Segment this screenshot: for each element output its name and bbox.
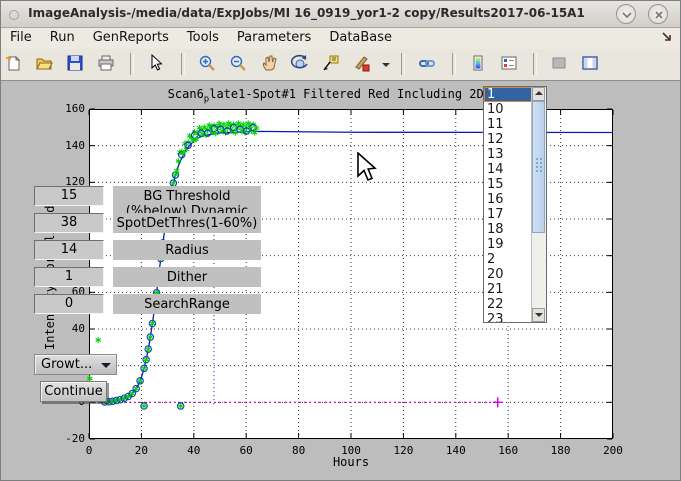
y-tick-label: 140 [65, 138, 85, 152]
x-tick-label: 80 [291, 444, 306, 457]
x-tick-label: 100 [341, 444, 361, 457]
x-tick-label: 200 [603, 444, 623, 457]
x-tick-label: 160 [498, 444, 519, 457]
pan-hand-icon[interactable] [258, 52, 282, 76]
brush-dropdown-caret[interactable] [381, 52, 391, 76]
y-tick-label: 40 [71, 322, 85, 335]
y-tick-label: -20 [65, 432, 85, 445]
chevron-down-icon [99, 358, 113, 372]
x-tick-label: 20 [134, 444, 149, 457]
window-menu-icon[interactable] [9, 10, 19, 20]
legend-icon[interactable] [498, 52, 522, 76]
print-icon[interactable] [95, 52, 119, 76]
listbox-scrollbar[interactable] [531, 87, 546, 322]
y-tick-label: 120 [65, 175, 85, 189]
toolbar-separator [180, 53, 185, 75]
dock-figure-icon[interactable] [661, 31, 674, 44]
edit-field-dither[interactable]: 1 [34, 267, 104, 287]
list-item-11[interactable]: 11 [487, 117, 504, 132]
field-label-bg-threshold: BG Threshold (%below) Dynamic [113, 186, 261, 213]
menu-item-parameters[interactable]: Parameters [236, 30, 312, 45]
plot-title: Scan6plate1-Spot#1 Filtered Red Includin… [167, 87, 535, 105]
chevron-down-icon [622, 12, 632, 19]
growth-mode-dropdown[interactable]: Growt... [34, 354, 117, 375]
menu-item-file[interactable]: File [10, 30, 32, 45]
title-bar[interactable]: ImageAnalysis-/media/data/ExpJobs/MI 16_… [1, 1, 680, 28]
colorbar-icon[interactable] [467, 52, 491, 76]
shade-button[interactable] [616, 4, 636, 24]
field-label-radius: Radius [113, 240, 261, 260]
window-title: ImageAnalysis-/media/data/ExpJobs/MI 16_… [28, 6, 585, 20]
rotate-3d-icon[interactable] [289, 52, 313, 76]
x-tick-label: 140 [445, 444, 466, 457]
pointer-icon[interactable] [145, 52, 169, 76]
list-item-13[interactable]: 13 [487, 147, 504, 162]
list-item-1[interactable]: 1 [484, 87, 532, 102]
new-document-icon[interactable] [2, 52, 26, 76]
list-item-10[interactable]: 10 [487, 102, 504, 117]
scroll-up-button[interactable] [532, 87, 545, 101]
x-tick-label: 0 [85, 444, 93, 457]
list-item-17[interactable]: 17 [487, 207, 504, 222]
menu-bar: File Run GenReports Tools Parameters DataBase [1, 28, 680, 49]
x-tick-label: 40 [187, 444, 201, 457]
zoom-out-icon[interactable] [227, 52, 251, 76]
open-folder-icon[interactable] [33, 52, 57, 76]
menu-item-tools[interactable]: Tools [186, 30, 219, 45]
list-item-22[interactable]: 22 [487, 297, 504, 312]
list-item-20[interactable]: 20 [487, 267, 504, 282]
field-label-searchrange: SearchRange [113, 294, 261, 314]
toolbar-separator [130, 53, 135, 75]
spot-number-listbox[interactable]: 1 10 11 12 13 14 15 16 17 18 19 2 20 21 22 23 [483, 86, 547, 323]
list-item-23[interactable]: 23 [487, 312, 504, 323]
zoom-in-icon[interactable] [196, 52, 220, 76]
toolbar-separator [401, 53, 406, 75]
x-tick-label: 60 [239, 444, 253, 457]
hide-plot-tools-icon[interactable] [548, 52, 572, 76]
close-button[interactable] [648, 4, 668, 24]
edit-field-radius[interactable]: 14 [34, 240, 104, 260]
list-item-2[interactable]: 2 [487, 252, 496, 267]
list-item-16[interactable]: 16 [487, 192, 504, 207]
link-plots-icon[interactable] [416, 52, 440, 76]
figure-toolbar [1, 49, 680, 81]
edit-field-searchrange[interactable]: 0 [34, 294, 104, 314]
menu-item-database[interactable]: DataBase [329, 30, 393, 45]
save-icon[interactable] [64, 52, 88, 76]
toolbar-separator [532, 53, 537, 75]
y-tick-label: 160 [65, 102, 85, 115]
field-label-spotdetthres-1-60-: SpotDetThres(1-60%) [113, 213, 261, 233]
edit-field-bg-threshold[interactable]: 15 [34, 186, 104, 206]
field-sublabel: (%below) Dynamic [125, 204, 249, 213]
close-icon [655, 11, 663, 19]
menu-item-run[interactable]: Run [49, 30, 75, 45]
edit-field-spotdetthres-1-60-[interactable]: 38 [34, 213, 104, 233]
continue-button[interactable]: Continue [40, 381, 107, 402]
menu-item-genreports[interactable]: GenReports [92, 30, 169, 45]
field-label-dither: Dither [113, 267, 261, 287]
list-item-19[interactable]: 19 [487, 237, 504, 252]
show-plot-tools-icon[interactable] [579, 52, 603, 76]
scrollbar-thumb[interactable] [532, 101, 545, 233]
toolbar-separator [451, 53, 456, 75]
list-item-14[interactable]: 14 [487, 162, 504, 177]
figure-canvas: Scan6plate1-Spot#1 Filtered Red Includin… [1, 80, 680, 480]
list-item-21[interactable]: 21 [487, 282, 504, 297]
x-tick-label: 180 [550, 444, 571, 457]
list-item-15[interactable]: 15 [487, 177, 504, 192]
brush-icon[interactable] [351, 52, 375, 76]
list-item-12[interactable]: 12 [487, 132, 504, 147]
scroll-down-button[interactable] [532, 308, 545, 322]
mouse-pointer-icon [357, 152, 377, 182]
x-tick-label: 120 [393, 444, 414, 457]
list-item-18[interactable]: 18 [487, 222, 504, 237]
data-cursor-icon[interactable] [320, 52, 344, 76]
x-axis-label: Hours [332, 455, 370, 469]
